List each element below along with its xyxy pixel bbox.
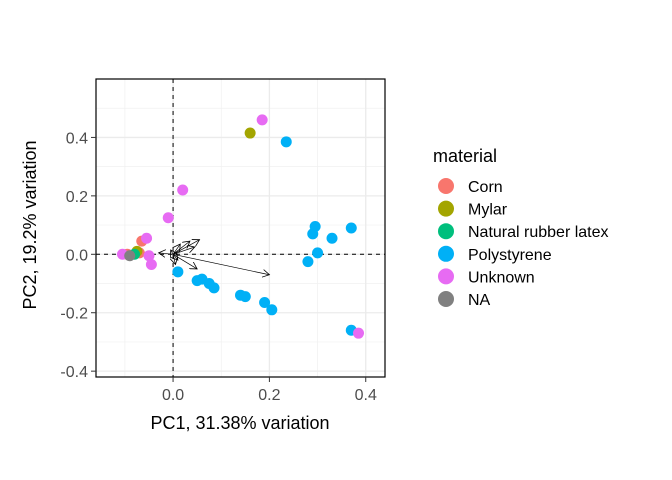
x-tick-label: 0.2 — [258, 387, 280, 404]
data-point — [307, 228, 319, 240]
legend-key — [438, 268, 454, 285]
legend-key — [438, 178, 454, 194]
data-point — [162, 212, 174, 224]
data-point — [172, 266, 184, 278]
y-tick-label: -0.4 — [60, 364, 88, 381]
data-point — [280, 136, 292, 148]
y-tick-label: 0.2 — [66, 189, 88, 206]
loading-vector-arrow — [172, 253, 269, 274]
data-point — [145, 259, 157, 271]
legend-key — [438, 291, 454, 307]
data-point — [143, 250, 155, 262]
legend-title: material — [433, 146, 497, 166]
data-point — [302, 256, 314, 268]
loading-vector-arrow — [173, 254, 178, 260]
x-axis-title: PC1, 31.38% variation — [150, 413, 329, 433]
legend-label: Natural rubber latex — [468, 224, 609, 241]
data-point — [239, 291, 251, 303]
axis-ticks: 0.0 0.2 0.4 -0.4 -0.2 0.0 0.2 0.4 — [60, 130, 377, 404]
y-tick-label: -0.2 — [60, 306, 88, 323]
data-point — [124, 250, 136, 262]
x-tick-label: 0.0 — [162, 387, 184, 404]
panel-border — [95, 78, 386, 378]
data-point — [353, 327, 365, 339]
legend-label: Corn — [468, 179, 503, 196]
legend-label: NA — [468, 292, 491, 309]
x-tick-label: 0.4 — [355, 387, 377, 404]
y-tick-label: 0.0 — [66, 247, 88, 264]
y-tick-label: 0.4 — [66, 130, 88, 147]
data-point — [266, 304, 278, 316]
data-point — [141, 232, 153, 244]
legend-key — [438, 245, 454, 262]
legend-label: Unknown — [468, 269, 535, 286]
legend-label: Mylar — [468, 202, 508, 219]
legend-key — [438, 223, 454, 240]
data-points — [116, 114, 365, 339]
data-point — [256, 114, 268, 126]
data-point — [345, 222, 357, 234]
loading-vectors — [159, 240, 270, 275]
data-point — [312, 247, 324, 259]
data-point — [208, 282, 220, 294]
loading-vector-arrow — [172, 244, 180, 255]
data-point — [326, 232, 338, 244]
legend: material Corn Mylar Natural rubber latex Po… — [433, 146, 609, 309]
data-point — [177, 184, 189, 196]
data-point — [259, 297, 271, 308]
legend-key — [438, 200, 454, 217]
legend-label: Polystyrene — [468, 247, 552, 264]
y-axis-title: PC2, 19.2% variation — [20, 140, 40, 309]
data-point — [244, 127, 256, 139]
